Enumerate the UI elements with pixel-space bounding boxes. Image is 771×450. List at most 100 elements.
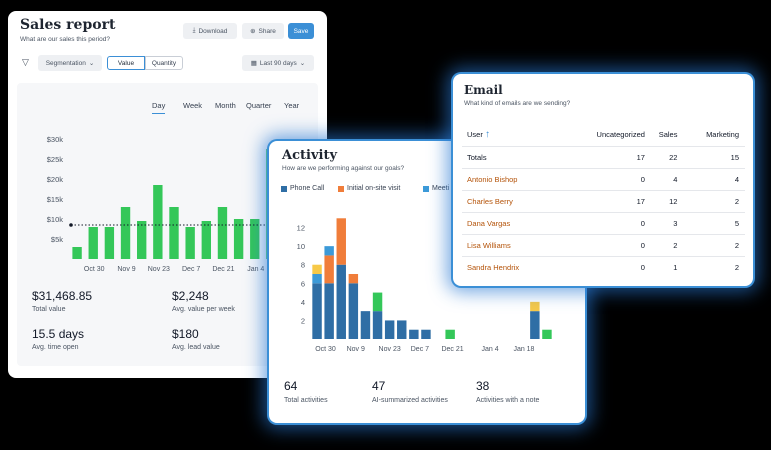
activity-bar-segment	[312, 264, 322, 274]
column-header-uncategorized[interactable]: Uncategorized	[561, 124, 645, 147]
cell-sales: 12	[644, 190, 678, 213]
filter-toolbar: ▽ Segmentation ⌄ Value Quantity ▦ Last 9…	[8, 54, 327, 75]
sales-bar	[217, 207, 228, 259]
sales-title: Sales report	[20, 17, 116, 33]
activity-bar-segment	[336, 264, 346, 339]
metric-ai-summarized: 47	[372, 379, 386, 393]
user-link[interactable]: Sandra Hendrix	[467, 262, 520, 272]
y-tick-label: $30k	[47, 135, 64, 144]
legend-swatch	[281, 185, 287, 192]
tab-month[interactable]: Month	[215, 101, 236, 110]
globe-icon: ⊕	[250, 28, 256, 35]
sales-chart-panel: Day Week Month Quarter Year $5k $10k $15k $…	[17, 83, 318, 366]
tab-week[interactable]: Week	[183, 101, 203, 110]
email-table: User ↑ Uncategorized Sales Marketing Tot…	[462, 124, 745, 278]
email-subtitle: What kind of emails are we sending?	[464, 100, 571, 107]
activity-bar-segment	[421, 329, 431, 339]
column-header-user-label: User	[467, 130, 483, 140]
cell-marketing: 2	[734, 262, 739, 272]
x-tick-label: Oct 30	[84, 266, 105, 273]
legend-swatch	[338, 185, 344, 192]
user-link[interactable]: Charles Berry	[462, 190, 562, 213]
sales-bar	[185, 227, 195, 259]
calendar-icon: ▦	[250, 60, 257, 67]
y-tick-label: 10	[297, 242, 305, 251]
share-button[interactable]: ⊕ Share	[242, 23, 284, 39]
user-link[interactable]: Lisa Williams	[462, 234, 562, 257]
y-tick-label: 6	[301, 279, 305, 288]
cell-marketing: 2	[677, 190, 745, 213]
activity-title: Activity	[282, 148, 337, 163]
sales-bar	[233, 219, 244, 259]
x-tick-label: Jan 18	[513, 346, 534, 353]
cell-user: Totals	[462, 146, 562, 169]
activity-bar-segment	[360, 311, 371, 339]
segmentation-label: Segmentation	[45, 59, 86, 67]
metric-total-activities: 64	[284, 379, 298, 393]
legend-item-meeting: Meeti	[423, 185, 449, 192]
sales-bar	[104, 227, 115, 259]
sales-bar	[250, 219, 260, 259]
cell-sales: 22	[644, 146, 678, 169]
legend-label: Initial on-site visit	[347, 185, 401, 192]
column-header-marketing[interactable]: Marketing	[677, 124, 745, 147]
y-tick-label: $25k	[47, 155, 64, 164]
activity-bar-segment	[542, 329, 552, 339]
tab-day[interactable]: Day	[152, 101, 166, 114]
value-toggle[interactable]: Value	[107, 56, 145, 70]
user-link[interactable]: Dana Vargas	[462, 212, 562, 235]
cell-sales: 3	[644, 212, 678, 235]
sales-bar	[169, 207, 179, 259]
metric-avg-lead-value: $180	[172, 327, 199, 341]
activity-bar-segment	[312, 283, 322, 339]
download-icon: ⤓	[192, 27, 196, 34]
email-card: Email What kind of emails are we sending…	[453, 74, 753, 286]
segmentation-dropdown[interactable]: Segmentation ⌄	[38, 55, 102, 71]
activity-bar-segment	[336, 218, 346, 265]
cell-uncategorized: 17	[561, 190, 645, 213]
download-button[interactable]: ⤓ Download	[183, 23, 237, 39]
x-tick-label: Nov 23	[379, 346, 401, 353]
x-tick-label: Jan 4	[482, 346, 499, 353]
sales-bar	[137, 221, 147, 259]
activity-bar-segment	[348, 274, 359, 284]
table-row: Lisa Williams 0 2 2	[462, 234, 745, 257]
x-tick-label: Jan 4	[247, 266, 264, 273]
activity-subtitle: How are we performing against our goals?	[282, 165, 405, 172]
x-tick-label: Dec 7	[411, 346, 429, 353]
legend-label: Meeti	[432, 185, 450, 192]
activity-bar-segment	[372, 292, 383, 312]
cell-uncategorized: 0	[561, 168, 645, 191]
column-header-sales[interactable]: Sales	[644, 124, 678, 147]
metric-avg-value-week: $2,248	[172, 289, 209, 303]
activity-bar-segment	[530, 311, 540, 339]
quantity-toggle[interactable]: Quantity	[145, 56, 183, 70]
sales-bar	[88, 227, 98, 259]
chevron-down-icon: ⌄	[88, 60, 95, 67]
table-row: Charles Berry 17 12 2	[462, 190, 745, 213]
tab-day-label: Day	[152, 101, 166, 114]
table-row: Antonio Bishop 0 4 4	[462, 168, 745, 191]
legend-label: Phone Call	[290, 185, 325, 192]
cell-uncategorized: 17	[561, 146, 645, 169]
cell-marketing: 2	[677, 234, 745, 257]
user-link[interactable]: Antonio Bishop	[462, 168, 562, 191]
email-title: Email	[464, 83, 503, 97]
metric-avg-time-open-label: Avg. time open	[32, 344, 79, 351]
table-row: Sandra Hendrix 0 1 2	[462, 256, 745, 278]
x-tick-label: Dec 21	[212, 266, 234, 273]
cell-uncategorized: 0	[561, 234, 645, 257]
tab-quarter[interactable]: Quarter	[246, 101, 272, 110]
share-label: Share	[258, 27, 276, 35]
legend-swatch	[423, 185, 429, 192]
sort-ascending-icon[interactable]: ↑	[484, 129, 490, 141]
cell-marketing: 4	[677, 168, 745, 191]
filter-icon[interactable]: ▽	[22, 57, 29, 67]
legend-item-phone-call: Phone Call	[281, 185, 324, 192]
column-header-user[interactable]: User ↑	[462, 124, 562, 147]
metric-ai-summarized-label: AI-summarized activities	[372, 397, 448, 404]
sales-subtitle: What are our sales this period?	[20, 36, 110, 43]
date-range-dropdown[interactable]: ▦ Last 90 days ⌄	[242, 55, 314, 71]
save-button[interactable]: Save	[288, 23, 314, 39]
tab-year[interactable]: Year	[284, 101, 300, 110]
